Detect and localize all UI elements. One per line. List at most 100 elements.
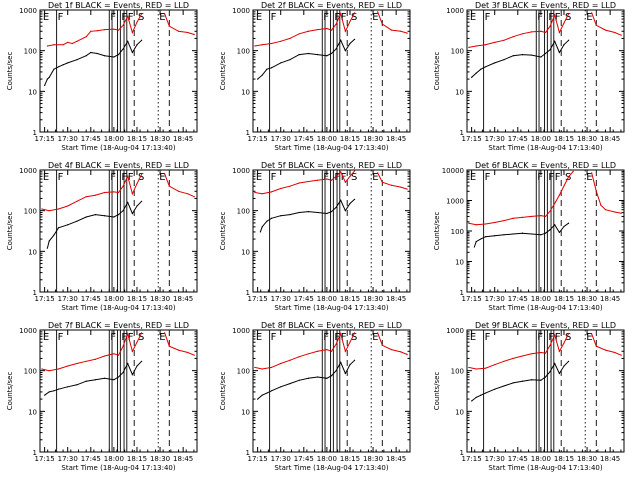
- lld-point: [113, 353, 115, 355]
- lld-point: [317, 350, 319, 352]
- lld-point: [122, 24, 124, 26]
- events-point: [266, 220, 268, 222]
- lld-point: [122, 185, 124, 187]
- lld-point: [164, 13, 166, 15]
- lld-point: [46, 45, 48, 47]
- lld-point: [377, 332, 379, 334]
- x-tick-label: 18:15: [127, 295, 147, 303]
- lld-point: [131, 193, 133, 195]
- events-point: [353, 38, 356, 40]
- x-tick-label: 18:45: [386, 455, 406, 463]
- events-point: [344, 210, 346, 212]
- y-tick-label: 10: [28, 88, 37, 96]
- x-tick-label: 18:30: [363, 455, 383, 463]
- flag-label-f: F: [323, 332, 329, 343]
- flag-label-f: F: [58, 12, 64, 23]
- lld-point: [567, 176, 570, 178]
- flag-label-s: S: [138, 12, 144, 23]
- flag-label-f: F: [110, 12, 116, 23]
- events-point: [53, 68, 55, 70]
- events-point: [521, 232, 524, 234]
- events-point: [353, 359, 356, 361]
- x-tick-label: 18:00: [531, 295, 551, 303]
- flag-label-e: E: [159, 12, 165, 23]
- flag-label-e: E: [586, 172, 592, 183]
- lld-point: [503, 219, 505, 222]
- lld-point: [330, 179, 333, 181]
- x-axis-label: Start Time (18-Aug-04 17:13:40): [274, 304, 388, 312]
- x-tick-label: 18:15: [554, 135, 574, 143]
- lld-point: [353, 332, 356, 334]
- y-tick-label: 1: [460, 449, 464, 457]
- lld-point: [604, 349, 607, 351]
- lld-point: [187, 31, 189, 34]
- x-tick-label: 17:45: [81, 295, 101, 303]
- events-point: [122, 371, 124, 374]
- lld-point: [563, 22, 565, 24]
- events-point: [567, 360, 570, 362]
- y-tick-label: 100: [237, 368, 250, 376]
- x-tick-label: 18:00: [104, 455, 124, 463]
- y-tick-label: 1: [33, 129, 37, 137]
- lld-point: [344, 350, 346, 352]
- events-point: [67, 224, 69, 226]
- events-point: [85, 216, 87, 218]
- lld-point: [307, 353, 310, 355]
- y-tick-label: 1000: [232, 7, 250, 15]
- lld-point: [57, 368, 60, 370]
- y-tick-label: 100: [451, 48, 464, 56]
- x-tick-label: 17:30: [271, 295, 291, 303]
- y-tick-label: 1: [33, 449, 37, 457]
- lld-point: [512, 217, 514, 219]
- lld-point: [468, 366, 470, 369]
- lld-point: [494, 221, 496, 224]
- x-axis-label: Start Time (18-Aug-04 17:13:40): [274, 464, 388, 472]
- lld-point: [67, 365, 69, 367]
- events-point: [127, 40, 129, 42]
- x-tick-label: 18:15: [554, 295, 574, 303]
- x-tick-label: 18:45: [600, 455, 620, 463]
- lld-point: [177, 30, 180, 32]
- plot-frame: [39, 9, 198, 133]
- x-tick-label: 18:15: [554, 455, 574, 463]
- lld-point: [512, 36, 514, 38]
- events-point: [257, 78, 259, 80]
- events-point: [549, 229, 551, 231]
- events-point: [558, 372, 560, 375]
- plot-frame: [252, 329, 411, 453]
- lld-point: [53, 44, 55, 46]
- lld-point: [591, 12, 593, 14]
- flag-label-e: E: [256, 12, 262, 23]
- lld-point: [406, 188, 408, 190]
- flag-label-e: E: [586, 332, 592, 343]
- lld-point: [117, 29, 120, 31]
- panel-det-6f: Det 6f BLACK = Events, RED = LLD 1 10 100 10…: [433, 161, 625, 312]
- events-point: [503, 59, 505, 61]
- lld-point: [57, 208, 60, 210]
- lld-point: [193, 33, 195, 36]
- lld-point: [554, 202, 556, 205]
- lld-point: [406, 353, 408, 356]
- lld-point: [261, 193, 263, 195]
- flag-label-f: F: [128, 12, 134, 23]
- lld-point: [187, 351, 189, 354]
- y-tick-label: 10: [28, 248, 37, 256]
- flag-label-e: E: [372, 332, 378, 343]
- events-point: [136, 205, 138, 207]
- flag-label-f: F: [110, 332, 116, 343]
- lld-point: [600, 204, 602, 206]
- events-point: [307, 377, 310, 379]
- lld-point: [468, 46, 470, 49]
- events-point: [531, 54, 533, 56]
- lld-point: [406, 32, 408, 34]
- flag-label-f: F: [341, 332, 347, 343]
- lld-point: [254, 45, 256, 47]
- events-point: [326, 377, 328, 379]
- panel-det-7f: Det 7f BLACK = Events, RED = LLD 1 10 100 10…: [6, 321, 198, 472]
- events-point: [94, 379, 97, 381]
- lld-point: [353, 170, 356, 172]
- events-point: [558, 51, 560, 54]
- events-point: [94, 214, 97, 216]
- lld-point: [340, 171, 342, 173]
- events-point: [46, 247, 48, 249]
